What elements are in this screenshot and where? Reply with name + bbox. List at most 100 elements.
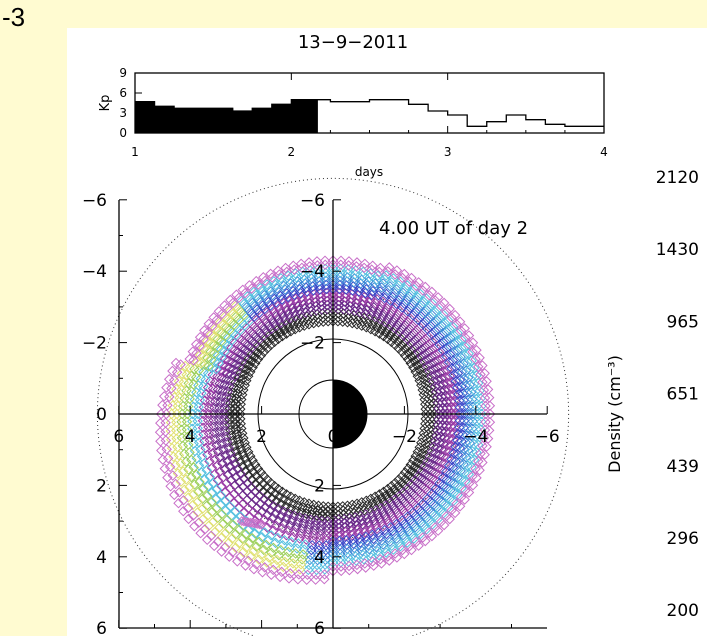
density-marker (448, 338, 460, 350)
density-marker (243, 305, 255, 316)
density-marker (234, 502, 245, 513)
density-marker (410, 521, 421, 533)
density-marker (441, 510, 452, 522)
density-marker (483, 392, 495, 403)
density-marker (386, 540, 397, 552)
density-marker (292, 574, 304, 585)
density-marker (438, 508, 449, 519)
density-marker (463, 469, 474, 480)
kp-y-tick-label: 3 (119, 106, 127, 120)
density-marker (389, 339, 401, 351)
density-marker (252, 463, 264, 474)
density-marker (432, 292, 444, 303)
density-marker (301, 574, 312, 586)
density-marker (202, 368, 214, 379)
density-marker (205, 530, 217, 542)
density-marker (227, 546, 238, 558)
density-marker (208, 408, 220, 420)
density-marker (257, 286, 268, 297)
density-marker (473, 361, 484, 373)
density-marker (444, 513, 455, 525)
density-marker (327, 565, 339, 577)
density-marker (216, 532, 228, 543)
density-marker (229, 497, 240, 509)
density-marker (399, 268, 410, 280)
density-marker (367, 260, 378, 271)
density-marker (430, 448, 441, 459)
density-marker (239, 507, 250, 518)
density-marker (269, 480, 280, 492)
density-marker (392, 480, 404, 492)
density-marker (258, 493, 270, 505)
kp-chart-title: 13−9−2011 (298, 32, 408, 53)
density-marker (421, 512, 432, 524)
density-marker (410, 536, 422, 548)
density-marker (238, 384, 249, 396)
y-tick-label-axis: −2 (300, 334, 325, 354)
density-marker (173, 497, 184, 509)
density-marker (225, 294, 236, 306)
density-marker (481, 441, 492, 452)
kp-x-axis-label: days (355, 165, 383, 179)
density-marker (359, 258, 371, 270)
density-marker (310, 574, 321, 585)
density-marker (301, 508, 312, 519)
density-marker (399, 533, 411, 545)
density-marker (451, 498, 462, 510)
density-marker (162, 472, 173, 483)
density-marker (451, 318, 462, 330)
density-marker (456, 474, 467, 485)
density-marker (263, 552, 275, 563)
density-marker (232, 556, 243, 567)
density-marker (194, 331, 206, 343)
density-marker (374, 513, 385, 524)
density-marker (196, 451, 208, 462)
density-marker (175, 476, 187, 487)
density-marker (186, 454, 197, 466)
density-marker (158, 391, 170, 402)
x-tick-label-left: 4 (185, 427, 196, 447)
density-marker (452, 336, 464, 348)
density-marker (213, 306, 225, 317)
density-marker (432, 362, 443, 373)
density-marker (388, 544, 399, 555)
density-marker (211, 503, 222, 514)
density-marker (394, 326, 405, 338)
kp-bar (271, 104, 292, 133)
density-marker (402, 334, 413, 345)
density-marker (280, 262, 291, 274)
density-marker (456, 483, 467, 494)
density-marker (203, 520, 215, 531)
density-marker (429, 356, 441, 368)
y-tick-label-left: −2 (82, 334, 107, 354)
density-marker (227, 519, 239, 531)
density-marker (319, 573, 330, 585)
kp-bars (135, 99, 318, 133)
density-marker (288, 510, 300, 521)
density-marker (247, 455, 258, 466)
density-marker (208, 340, 220, 351)
density-marker (395, 333, 407, 344)
density-marker (272, 265, 284, 276)
density-marker (279, 518, 290, 529)
density-marker (233, 303, 244, 315)
density-marker (433, 354, 444, 366)
density-marker (284, 541, 296, 553)
density-marker (384, 555, 395, 566)
density-marker (274, 571, 286, 583)
density-marker (216, 508, 227, 520)
density-marker (211, 493, 222, 505)
density-marker (412, 292, 424, 303)
density-marker (239, 287, 251, 299)
density-marker (438, 297, 450, 309)
density-marker (303, 257, 315, 268)
density-marker (236, 516, 247, 527)
density-marker (230, 528, 241, 540)
density-marker (265, 477, 277, 489)
density-marker (351, 257, 363, 268)
kp-axis-ticks: 1 2 3 4 0 3 6 9 (119, 66, 607, 159)
density-marker (422, 493, 433, 505)
density-marker (251, 470, 262, 482)
density-marker (258, 346, 270, 358)
density-marker (396, 477, 407, 488)
